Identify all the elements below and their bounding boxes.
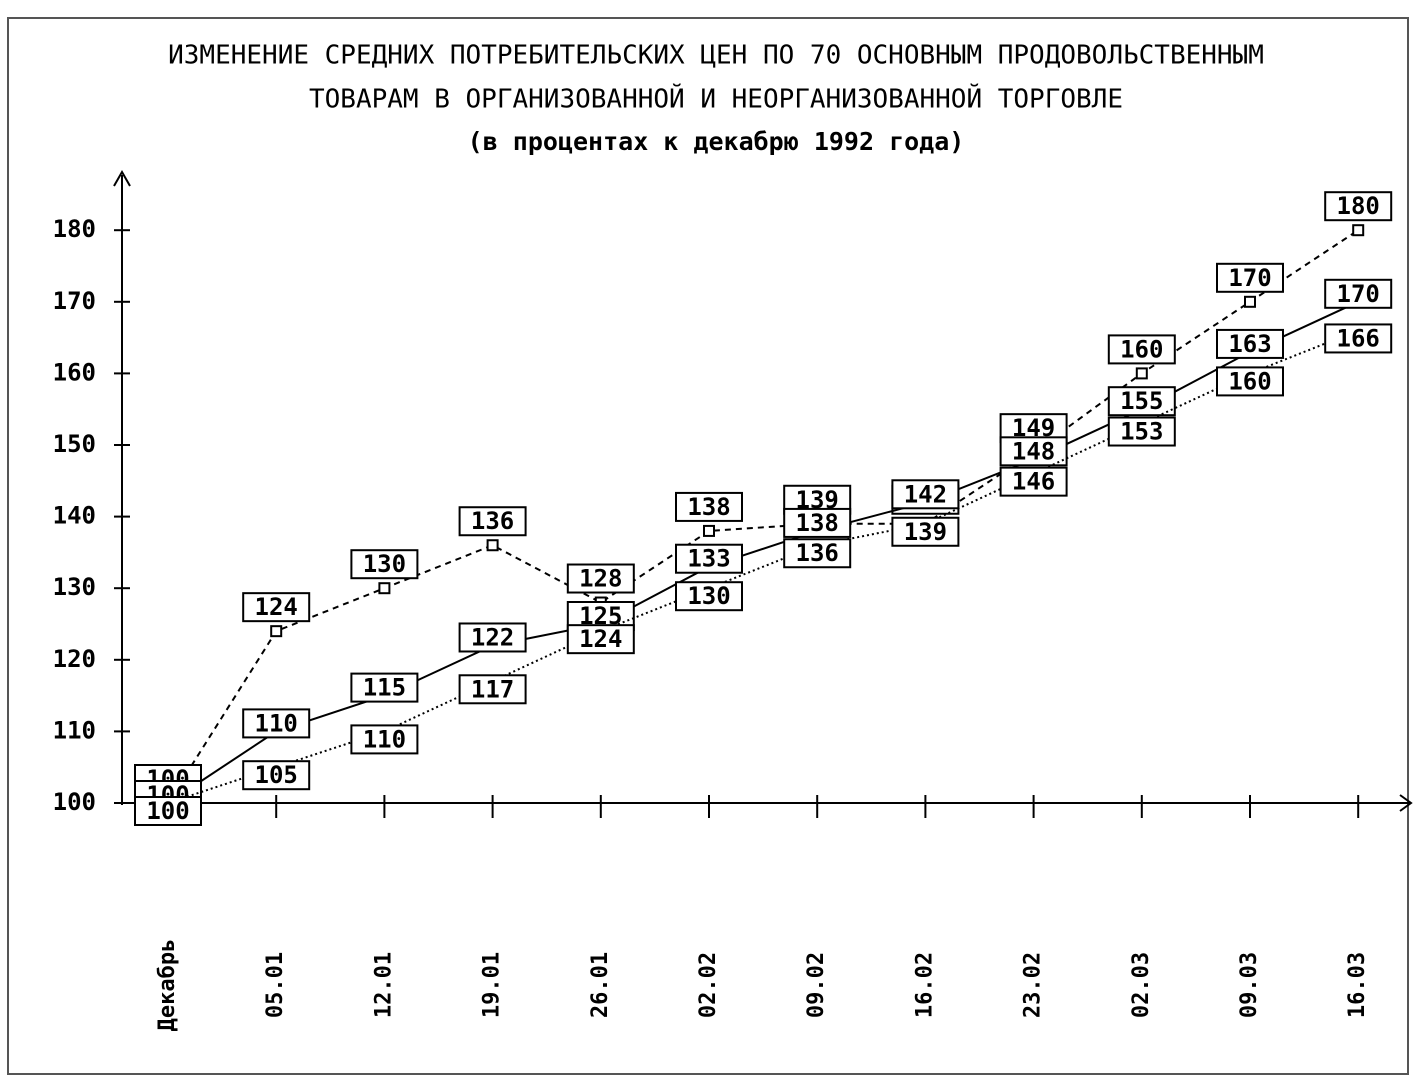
x-tick-label: 19.01 [480, 952, 505, 1018]
value-label-box [242, 760, 311, 791]
chart-subtitle: (в процентах к декабрю 1992 года) [468, 127, 965, 156]
value-label-box [458, 622, 527, 653]
value-label: 122 [471, 623, 514, 651]
x-tick-label: 12.01 [371, 952, 396, 1018]
y-tick-label: 180 [53, 215, 96, 243]
value-label: 138 [796, 509, 839, 537]
value-label-box [1107, 416, 1176, 447]
value-label: 136 [796, 539, 839, 567]
value-label: 117 [471, 675, 514, 703]
value-label-box [999, 466, 1068, 497]
series-line [167, 300, 1359, 804]
value-label-box [1216, 366, 1284, 397]
value-label: 128 [579, 565, 622, 593]
value-label-box [999, 436, 1068, 467]
value-label-box [891, 479, 960, 510]
marker [703, 524, 715, 537]
value-label: 138 [687, 493, 730, 521]
value-label: 105 [255, 761, 298, 789]
x-axis-arrow [1399, 794, 1413, 812]
value-label-box [458, 506, 527, 537]
y-tick-label: 130 [53, 573, 96, 601]
value-label: 146 [1012, 468, 1055, 496]
x-tick-label: 16.03 [1345, 952, 1370, 1018]
value-label-box [350, 672, 419, 703]
series-line [167, 329, 1359, 804]
value-label: 130 [687, 582, 730, 610]
frame [7, 17, 1409, 1075]
value-label-box [134, 796, 202, 826]
series-line [167, 229, 1359, 804]
value-label: 139 [904, 518, 947, 546]
y-tick-label: 170 [53, 287, 96, 315]
marker [1352, 224, 1365, 237]
value-label: 163 [1228, 330, 1271, 358]
y-tick-label: 100 [53, 788, 96, 816]
y-tick-label: 150 [53, 430, 96, 458]
value-label: 133 [687, 545, 730, 573]
x-tick-label: 05.01 [263, 952, 288, 1018]
value-label: 180 [1337, 192, 1380, 220]
chart-title: ИЗМЕНЕНИЕ СРЕДНИХ ПОТРЕБИТЕЛЬСКИХ ЦЕН ПО… [168, 41, 1264, 71]
marker [486, 539, 499, 552]
marker [270, 625, 283, 638]
x-tick-label: 09.03 [1237, 952, 1262, 1018]
value-label: 170 [1337, 280, 1380, 308]
x-tick-label: 09.02 [804, 952, 829, 1018]
value-label-box [1324, 323, 1393, 354]
value-label-box [566, 624, 635, 655]
x-tick-label: 26.01 [588, 952, 613, 1018]
value-label-box [458, 674, 527, 705]
value-label: 136 [471, 507, 514, 535]
y-tick-label: 140 [53, 502, 96, 530]
x-tick-label: 16.02 [912, 952, 937, 1018]
value-label-box [1107, 386, 1176, 417]
value-label-box [566, 563, 635, 594]
x-tick-label: Декабрь [155, 939, 180, 1032]
x-tick-label: 02.03 [1129, 952, 1154, 1018]
value-label: 166 [1337, 324, 1380, 352]
value-label: 148 [1012, 437, 1055, 465]
value-label-box [783, 507, 852, 538]
value-label-box [242, 592, 311, 623]
value-label: 124 [255, 593, 298, 621]
value-label: 115 [363, 674, 406, 702]
value-label-box [675, 543, 743, 574]
value-label: 110 [363, 725, 406, 753]
value-label-box [1324, 278, 1393, 309]
value-label: 142 [904, 480, 947, 508]
y-axis-arrow [113, 169, 131, 187]
value-label: 170 [1228, 264, 1271, 292]
value-label-box [350, 724, 419, 755]
x-tick-label: 02.02 [696, 952, 721, 1018]
value-label: 130 [363, 550, 406, 578]
marker [1244, 295, 1256, 308]
value-label-box [350, 549, 419, 580]
chart-title: ТОВАРАМ В ОРГАНИЗОВАННОЙ И НЕОРГАНИЗОВАН… [309, 83, 1123, 115]
value-label-box [675, 491, 743, 522]
marker [1135, 367, 1148, 380]
value-label-box [242, 708, 311, 739]
value-label-box [1216, 262, 1284, 293]
y-tick-label: 120 [53, 645, 96, 673]
value-label: 153 [1120, 418, 1163, 446]
value-label: 110 [255, 709, 298, 737]
value-label: 160 [1120, 335, 1163, 363]
value-label-box [675, 581, 743, 612]
y-tick-label: 110 [53, 716, 96, 744]
value-label-box [783, 538, 852, 569]
value-label-box [1107, 334, 1176, 365]
value-label: 160 [1228, 367, 1271, 395]
value-label-box [1324, 191, 1393, 222]
value-label: 124 [579, 625, 622, 653]
value-label-box [1216, 328, 1284, 359]
x-tick-label: 23.02 [1021, 952, 1046, 1018]
value-label: 155 [1120, 387, 1163, 415]
value-label-box [891, 516, 960, 547]
marker [378, 582, 391, 595]
y-tick-label: 160 [53, 358, 96, 386]
value-label: 100 [146, 797, 189, 825]
